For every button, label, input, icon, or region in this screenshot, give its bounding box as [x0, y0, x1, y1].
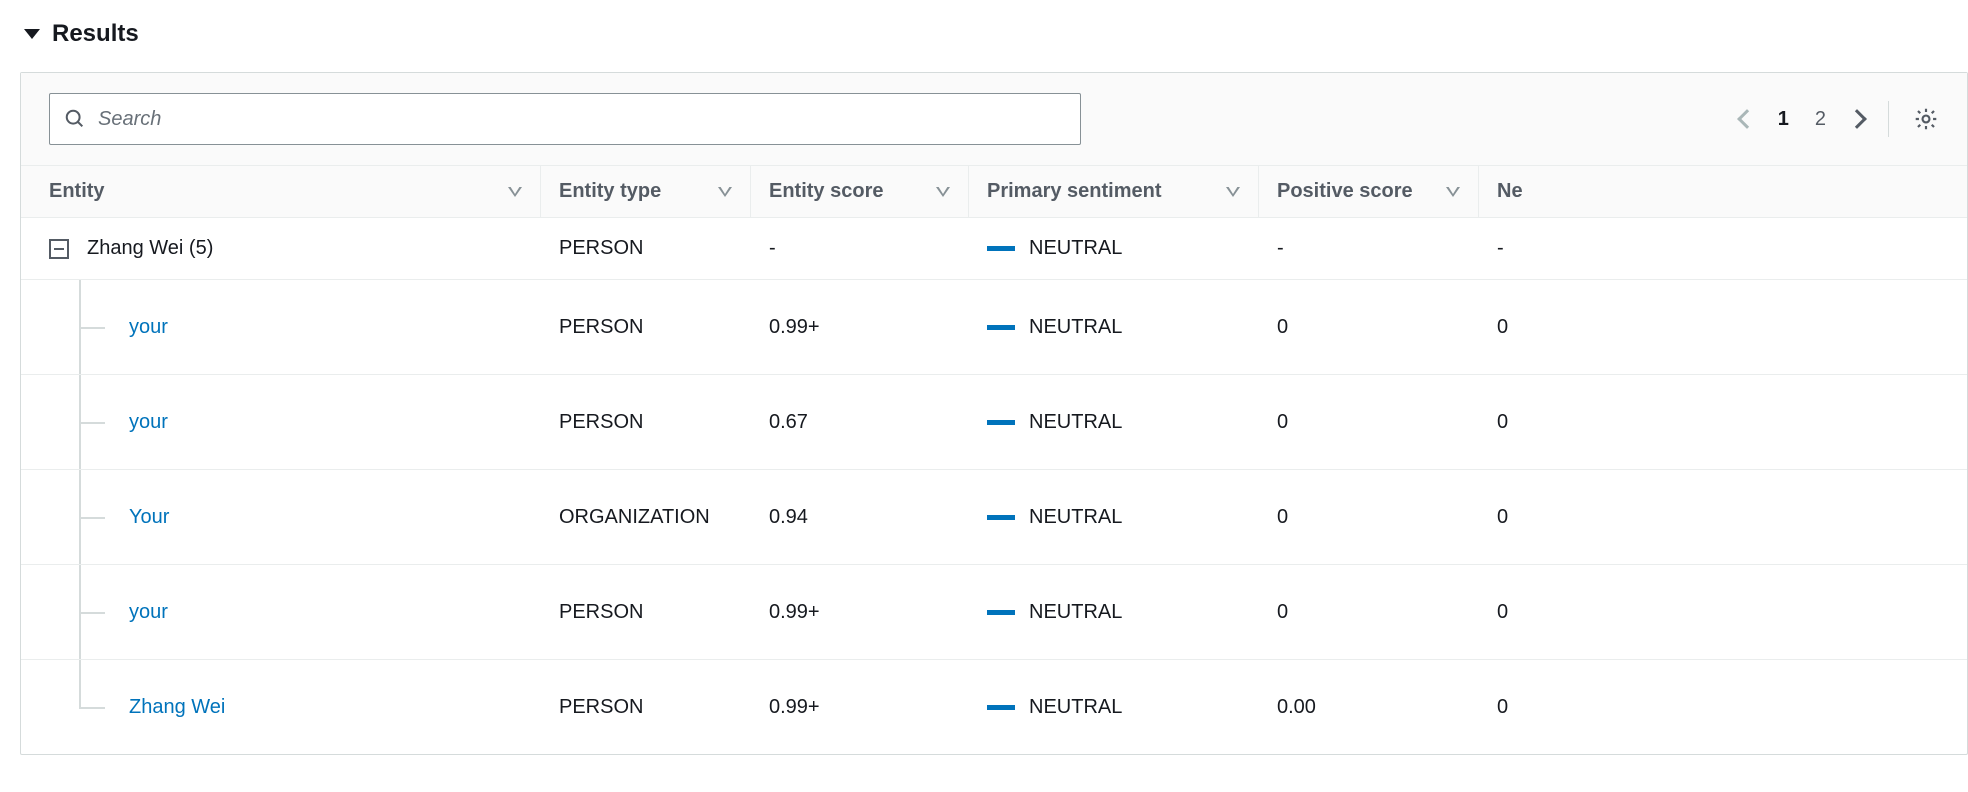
- results-panel: 1 2 Entity Entity type Ent: [20, 72, 1968, 755]
- col-header-positive-label: Positive score: [1277, 180, 1413, 203]
- cell-sentiment: NEUTRAL: [1029, 506, 1122, 529]
- gear-icon[interactable]: [1913, 106, 1939, 132]
- cell-type: PERSON: [541, 395, 751, 450]
- cell-type: ORGANIZATION: [541, 490, 751, 545]
- cell-score: 0.94: [751, 490, 969, 545]
- entity-link[interactable]: your: [129, 316, 168, 339]
- cell-neutral: 0: [1479, 395, 1967, 450]
- col-header-sentiment-label: Primary sentiment: [987, 180, 1162, 203]
- cell-neutral: 0: [1479, 585, 1967, 640]
- cell-sentiment: NEUTRAL: [1029, 601, 1122, 624]
- col-header-entity[interactable]: Entity: [21, 166, 541, 217]
- table-header: Entity Entity type Entity score Primary …: [21, 165, 1967, 217]
- search-input[interactable]: [98, 108, 1066, 131]
- sort-icon: [508, 186, 522, 198]
- page-1[interactable]: 1: [1776, 108, 1791, 131]
- tree-branch-icon: [69, 391, 129, 453]
- table-row: your PERSON 0.67 NEUTRAL 0 0: [21, 374, 1967, 469]
- tree-branch-icon: [69, 676, 129, 738]
- cell-type: PERSON: [541, 585, 751, 640]
- sentiment-bar-icon: [987, 705, 1015, 710]
- table-row: your PERSON 0.99+ NEUTRAL 0 0: [21, 279, 1967, 374]
- col-header-type-label: Entity type: [559, 180, 661, 203]
- sentiment-bar-icon: [987, 420, 1015, 425]
- search-icon: [64, 108, 86, 130]
- tree-branch-icon: [69, 486, 129, 548]
- col-header-neutral[interactable]: Ne: [1479, 166, 1967, 217]
- section-collapse-icon[interactable]: [24, 29, 40, 39]
- col-header-neutral-label: Ne: [1497, 180, 1523, 203]
- cell-score: 0.99+: [751, 585, 969, 640]
- cell-positive: 0: [1259, 490, 1479, 545]
- sentiment-bar-icon: [987, 610, 1015, 615]
- search-field-wrap[interactable]: [49, 93, 1081, 145]
- page-next-icon[interactable]: [1847, 109, 1867, 129]
- sort-icon: [1226, 186, 1240, 198]
- cell-score: 0.99+: [751, 300, 969, 355]
- entity-link[interactable]: your: [129, 601, 168, 624]
- toolbar: 1 2: [21, 73, 1967, 165]
- group-type: PERSON: [541, 221, 751, 276]
- group-neutral: -: [1479, 221, 1967, 276]
- tree-branch-icon: [69, 581, 129, 643]
- cell-positive: 0: [1259, 300, 1479, 355]
- sort-icon: [1446, 186, 1460, 198]
- divider: [1888, 101, 1889, 137]
- table-body: Zhang Wei (5) PERSON - NEUTRAL - - your …: [21, 217, 1967, 754]
- col-header-sentiment[interactable]: Primary sentiment: [969, 166, 1259, 217]
- group-sentiment: NEUTRAL: [1029, 237, 1122, 260]
- cell-score: 0.67: [751, 395, 969, 450]
- group-row: Zhang Wei (5) PERSON - NEUTRAL - -: [21, 217, 1967, 279]
- entity-link[interactable]: Zhang Wei: [129, 696, 225, 719]
- col-header-entity-label: Entity: [49, 180, 105, 203]
- section-title: Results: [52, 20, 139, 48]
- table-row: Your ORGANIZATION 0.94 NEUTRAL 0 0: [21, 469, 1967, 564]
- table-row: Zhang Wei PERSON 0.99+ NEUTRAL 0.00 0: [21, 659, 1967, 754]
- sentiment-bar-icon: [987, 246, 1015, 251]
- entity-link[interactable]: Your: [129, 506, 169, 529]
- page-2[interactable]: 2: [1813, 108, 1828, 131]
- cell-type: PERSON: [541, 300, 751, 355]
- sort-icon: [718, 186, 732, 198]
- cell-type: PERSON: [541, 680, 751, 735]
- cell-neutral: 0: [1479, 300, 1967, 355]
- col-header-type[interactable]: Entity type: [541, 166, 751, 217]
- group-score: -: [751, 221, 969, 276]
- col-header-score-label: Entity score: [769, 180, 883, 203]
- cell-neutral: 0: [1479, 680, 1967, 735]
- cell-positive: 0.00: [1259, 680, 1479, 735]
- col-header-score[interactable]: Entity score: [751, 166, 969, 217]
- cell-score: 0.99+: [751, 680, 969, 735]
- col-header-positive[interactable]: Positive score: [1259, 166, 1479, 217]
- entity-link[interactable]: your: [129, 411, 168, 434]
- cell-sentiment: NEUTRAL: [1029, 696, 1122, 719]
- table-row: your PERSON 0.99+ NEUTRAL 0 0: [21, 564, 1967, 659]
- page-prev-icon[interactable]: [1737, 109, 1757, 129]
- sentiment-bar-icon: [987, 325, 1015, 330]
- cell-positive: 0: [1259, 585, 1479, 640]
- pagination: 1 2: [1740, 108, 1864, 131]
- cell-sentiment: NEUTRAL: [1029, 316, 1122, 339]
- tree-branch-icon: [69, 296, 129, 358]
- group-positive: -: [1259, 221, 1479, 276]
- sentiment-bar-icon: [987, 515, 1015, 520]
- group-label: Zhang Wei (5): [87, 237, 213, 260]
- cell-neutral: 0: [1479, 490, 1967, 545]
- collapse-group-icon[interactable]: [49, 239, 69, 259]
- sort-icon: [936, 186, 950, 198]
- cell-positive: 0: [1259, 395, 1479, 450]
- cell-sentiment: NEUTRAL: [1029, 411, 1122, 434]
